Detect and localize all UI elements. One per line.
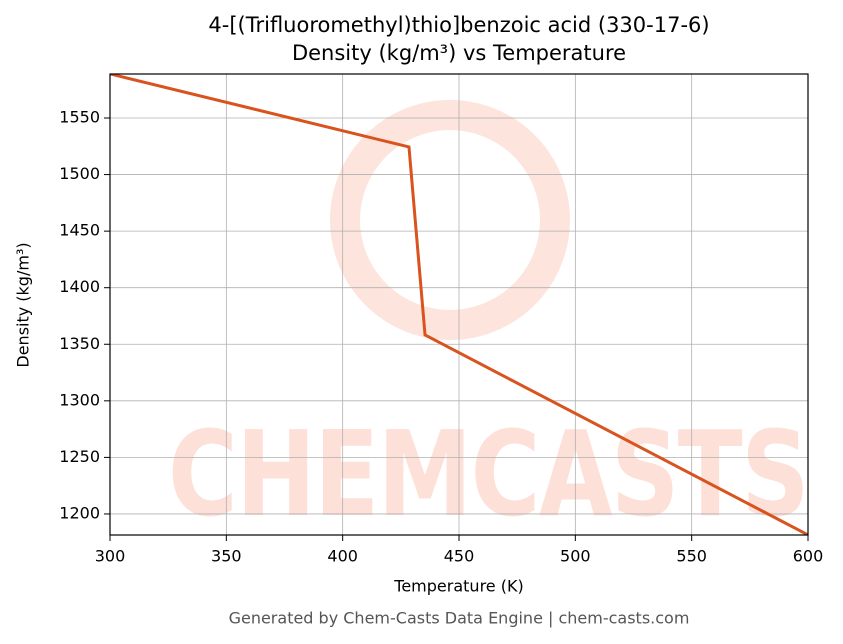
y-tick-label: 1550: [59, 108, 100, 127]
y-tick-label: 1400: [59, 277, 100, 296]
y-tick-label: 1300: [59, 390, 100, 409]
x-tick-label: 500: [560, 547, 591, 566]
plot-frame: [109, 73, 809, 536]
y-tick-label: 1250: [59, 447, 100, 466]
line: [110, 74, 808, 535]
x-tick-label: 350: [211, 547, 242, 566]
y-tick-label: 1450: [59, 221, 100, 240]
chart-subtitle: Density (kg/m³) vs Temperature: [292, 41, 626, 65]
chart-title: 4-[(Trifluoromethyl)thio]benzoic acid (3…: [208, 13, 709, 37]
x-tick-label: 300: [95, 547, 126, 566]
x-tick-label: 400: [327, 547, 358, 566]
y-tick-label: 1500: [59, 164, 100, 183]
watermark: CHEMCASTS: [168, 405, 808, 543]
y-tick-label: 1350: [59, 334, 100, 353]
y-axis-label: Density (kg/m³): [14, 242, 33, 367]
y-tick-label: 1200: [59, 503, 100, 522]
x-axis-label: Temperature (K): [393, 577, 523, 596]
x-tick-label: 450: [444, 547, 475, 566]
x-tick-label: 600: [793, 547, 824, 566]
footer: Generated by Chem-Casts Data Engine | ch…: [229, 609, 690, 628]
watermark-logo: [330, 100, 570, 340]
x-tick-label: 550: [676, 547, 707, 566]
